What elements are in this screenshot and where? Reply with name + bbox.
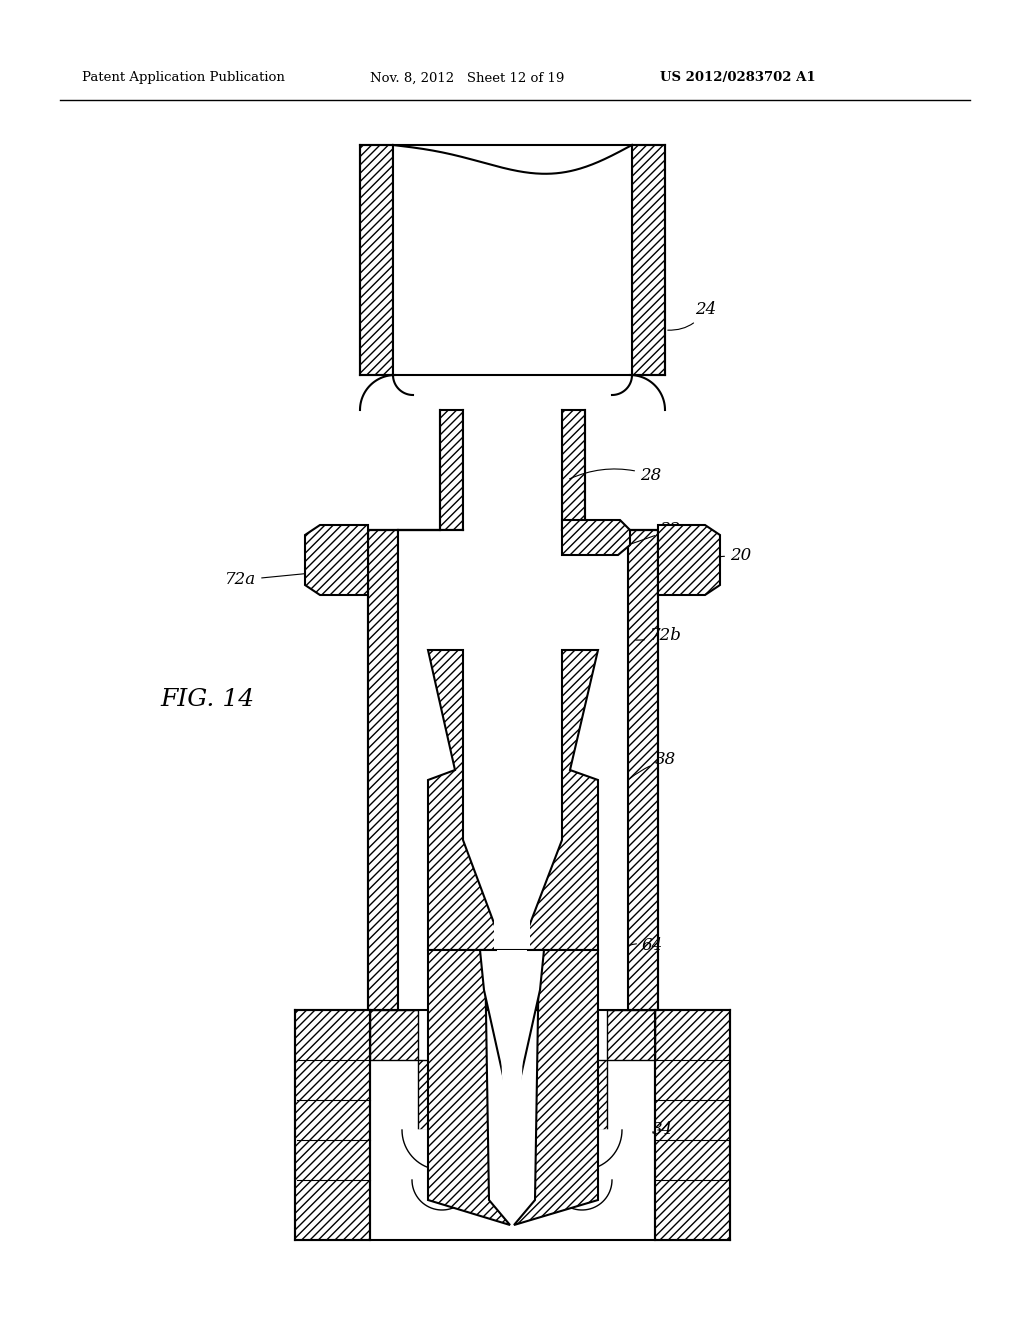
Text: 32: 32 <box>631 521 681 544</box>
PathPatch shape <box>520 649 598 950</box>
Text: 72b: 72b <box>636 627 682 644</box>
PathPatch shape <box>368 531 398 1010</box>
Text: 20: 20 <box>682 546 752 564</box>
PathPatch shape <box>398 531 628 1010</box>
Polygon shape <box>552 1180 612 1210</box>
Text: 72a: 72a <box>225 569 360 589</box>
PathPatch shape <box>480 950 544 1110</box>
Text: 38: 38 <box>630 751 676 779</box>
PathPatch shape <box>514 950 598 1225</box>
PathPatch shape <box>562 411 585 531</box>
Text: US 2012/0283702 A1: US 2012/0283702 A1 <box>660 71 816 84</box>
Polygon shape <box>542 1130 622 1170</box>
PathPatch shape <box>494 649 530 950</box>
PathPatch shape <box>655 1010 730 1239</box>
PathPatch shape <box>562 520 630 554</box>
PathPatch shape <box>632 145 665 375</box>
PathPatch shape <box>628 531 658 1010</box>
Text: 64: 64 <box>621 936 664 953</box>
PathPatch shape <box>607 1010 655 1060</box>
PathPatch shape <box>658 525 720 595</box>
PathPatch shape <box>360 145 393 375</box>
PathPatch shape <box>428 649 504 950</box>
PathPatch shape <box>370 1010 418 1060</box>
PathPatch shape <box>305 525 368 595</box>
Text: Patent Application Publication: Patent Application Publication <box>82 71 285 84</box>
PathPatch shape <box>418 1060 435 1130</box>
PathPatch shape <box>463 411 562 531</box>
Polygon shape <box>412 1180 472 1210</box>
Text: Nov. 8, 2012   Sheet 12 of 19: Nov. 8, 2012 Sheet 12 of 19 <box>370 71 564 84</box>
PathPatch shape <box>440 411 463 531</box>
Polygon shape <box>402 1130 482 1170</box>
PathPatch shape <box>295 1010 370 1239</box>
Text: 24: 24 <box>668 301 716 330</box>
PathPatch shape <box>393 145 632 375</box>
PathPatch shape <box>590 1060 607 1130</box>
PathPatch shape <box>497 950 527 1200</box>
Text: 34: 34 <box>652 1122 673 1138</box>
Text: FIG. 14: FIG. 14 <box>160 689 254 711</box>
Text: 28: 28 <box>569 466 662 483</box>
PathPatch shape <box>428 950 510 1225</box>
